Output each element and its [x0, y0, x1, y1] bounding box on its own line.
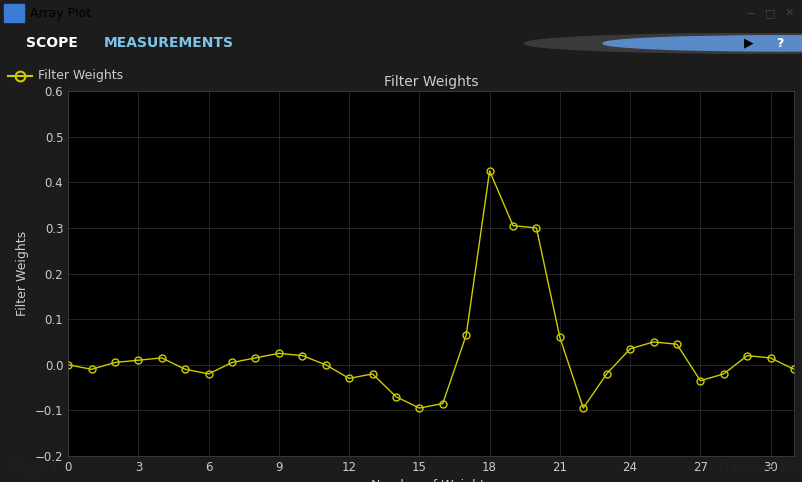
Text: ✕: ✕: [784, 8, 794, 18]
Text: □: □: [764, 8, 776, 18]
Text: Array Plot: Array Plot: [30, 7, 91, 19]
Text: MEASUREMENTS: MEASUREMENTS: [103, 36, 233, 51]
Text: ?: ?: [776, 37, 784, 50]
Text: Filter Weights: Filter Weights: [38, 69, 124, 82]
Text: ▶: ▶: [744, 37, 754, 50]
Y-axis label: Filter Weights: Filter Weights: [16, 231, 29, 316]
Circle shape: [525, 34, 802, 53]
X-axis label: Number of Weights: Number of Weights: [371, 480, 492, 482]
Title: Filter Weights: Filter Weights: [384, 75, 478, 89]
Text: ─: ─: [747, 8, 754, 18]
Circle shape: [603, 36, 802, 51]
Text: Stopped: Stopped: [8, 463, 57, 475]
Bar: [4, 4, 24, 22]
Circle shape: [555, 34, 802, 53]
Text: Frames = 18: Frames = 18: [719, 463, 794, 475]
Text: SCOPE: SCOPE: [26, 36, 78, 51]
Circle shape: [573, 36, 802, 51]
